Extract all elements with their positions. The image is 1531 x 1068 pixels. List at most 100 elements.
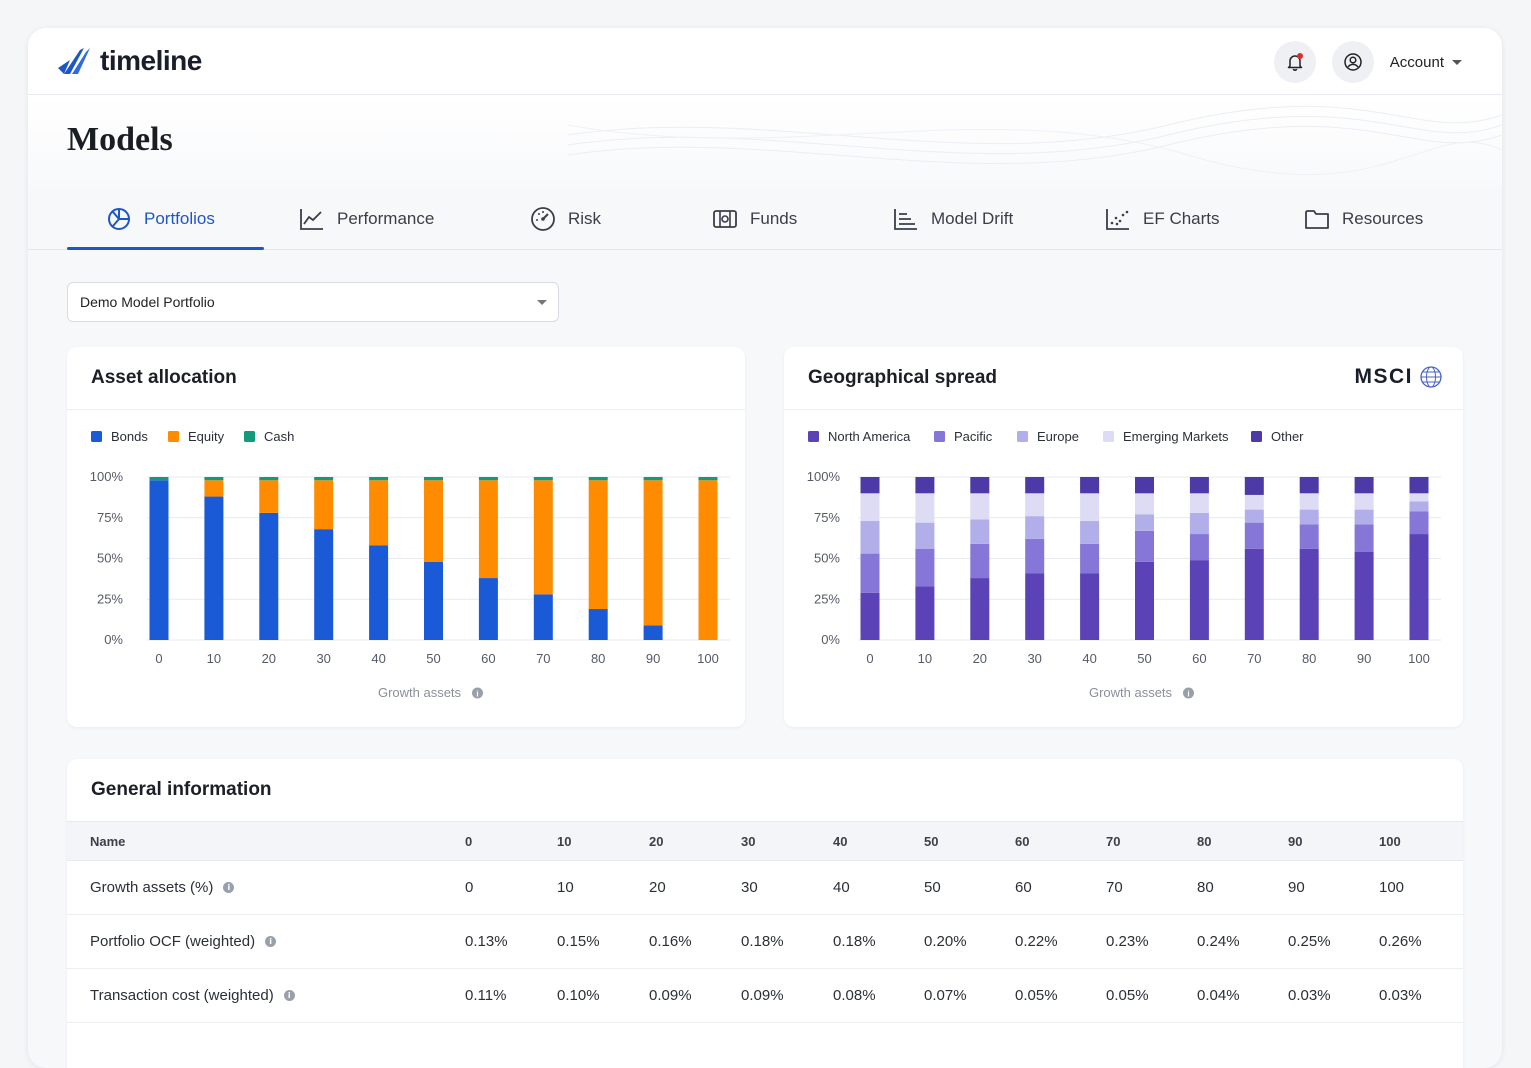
portfolio-select[interactable]: Demo Model Portfolio — [67, 282, 559, 322]
bar-segment-north-america[interactable] — [1354, 551, 1374, 640]
tab-model-drift[interactable]: Model Drift — [893, 187, 1013, 250]
bar-segment-other[interactable] — [1025, 477, 1045, 494]
bar-segment-north-america[interactable] — [915, 586, 935, 640]
bar-segment-emerging-markets[interactable] — [1025, 493, 1045, 517]
bar-segment-cash[interactable] — [149, 477, 169, 481]
bar-segment-north-america[interactable] — [1244, 548, 1264, 640]
bar-segment-bonds[interactable] — [588, 609, 608, 640]
bar-segment-bonds[interactable] — [314, 529, 334, 640]
bar-segment-bonds[interactable] — [149, 480, 169, 640]
bar-segment-cash[interactable] — [204, 477, 224, 481]
bar-segment-emerging-markets[interactable] — [1135, 493, 1154, 515]
bar-segment-equity[interactable] — [424, 480, 443, 562]
bar-segment-equity[interactable] — [588, 480, 608, 610]
tab-ef-charts[interactable]: EF Charts — [1105, 187, 1220, 250]
info-icon[interactable]: i — [1183, 687, 1194, 699]
bar-segment-pacific[interactable] — [1244, 522, 1264, 549]
bar-segment-equity[interactable] — [478, 480, 498, 579]
bar-segment-other[interactable] — [1189, 477, 1209, 494]
bar-segment-europe[interactable] — [1135, 514, 1154, 531]
tab-funds[interactable]: Funds — [712, 187, 797, 250]
bar-segment-cash[interactable] — [369, 477, 389, 481]
bar-segment-cash[interactable] — [533, 477, 553, 481]
bar-segment-pacific[interactable] — [915, 548, 935, 587]
tab-performance[interactable]: Performance — [299, 187, 434, 250]
info-icon[interactable]: i — [283, 990, 295, 1001]
bar-segment-cash[interactable] — [478, 477, 498, 481]
bar-segment-equity[interactable] — [533, 480, 553, 595]
bar-segment-pacific[interactable] — [1135, 530, 1154, 562]
profile-button[interactable] — [1331, 41, 1374, 83]
bar-segment-emerging-markets[interactable] — [970, 493, 990, 520]
bar-segment-other[interactable] — [1080, 477, 1100, 494]
bar-segment-north-america[interactable] — [970, 578, 990, 640]
legend-item-bonds[interactable]: Bonds — [91, 429, 148, 444]
bar-segment-emerging-markets[interactable] — [1189, 493, 1209, 513]
bar-segment-europe[interactable] — [970, 519, 990, 544]
bar-segment-north-america[interactable] — [1409, 534, 1429, 640]
bar-segment-europe[interactable] — [1244, 509, 1264, 523]
bar-segment-cash[interactable] — [698, 477, 718, 481]
bar-segment-emerging-markets[interactable] — [1354, 493, 1374, 510]
bar-segment-europe[interactable] — [915, 522, 935, 549]
bar-segment-pacific[interactable] — [970, 543, 990, 579]
bar-segment-cash[interactable] — [424, 477, 443, 481]
bar-segment-other[interactable] — [1244, 477, 1264, 495]
bar-segment-cash[interactable] — [314, 477, 334, 481]
legend-item-north-america[interactable]: North America — [808, 429, 911, 444]
bar-segment-other[interactable] — [970, 477, 990, 494]
bar-segment-equity[interactable] — [369, 480, 389, 546]
bar-segment-cash[interactable] — [259, 477, 279, 481]
bar-segment-other[interactable] — [915, 477, 935, 494]
bar-segment-bonds[interactable] — [643, 625, 663, 640]
bar-segment-other[interactable] — [1135, 477, 1154, 494]
legend-item-other[interactable]: Other — [1251, 429, 1304, 444]
bar-segment-emerging-markets[interactable] — [1080, 493, 1100, 522]
bar-segment-bonds[interactable] — [369, 545, 389, 640]
bar-segment-emerging-markets[interactable] — [860, 493, 880, 522]
bar-segment-north-america[interactable] — [1189, 560, 1209, 640]
bar-segment-europe[interactable] — [1409, 501, 1429, 512]
bar-segment-cash[interactable] — [643, 477, 663, 481]
bar-segment-emerging-markets[interactable] — [1244, 494, 1264, 510]
tab-resources[interactable]: Resources — [1304, 187, 1423, 250]
bar-segment-bonds[interactable] — [424, 561, 443, 640]
bar-segment-pacific[interactable] — [1189, 534, 1209, 561]
tab-portfolios[interactable]: Portfolios — [106, 187, 215, 250]
legend-item-equity[interactable]: Equity — [168, 429, 225, 444]
bar-segment-europe[interactable] — [1299, 509, 1319, 525]
bar-segment-pacific[interactable] — [1025, 538, 1045, 574]
bar-segment-equity[interactable] — [643, 480, 663, 626]
bar-segment-bonds[interactable] — [533, 594, 553, 640]
bar-segment-cash[interactable] — [588, 477, 608, 481]
bar-segment-other[interactable] — [1354, 477, 1374, 494]
bar-segment-other[interactable] — [1299, 477, 1319, 494]
bar-segment-equity[interactable] — [259, 480, 279, 513]
bar-segment-other[interactable] — [1409, 477, 1429, 494]
bar-segment-bonds[interactable] — [259, 512, 279, 640]
bar-segment-pacific[interactable] — [1409, 511, 1429, 535]
tab-risk[interactable]: Risk — [530, 187, 601, 250]
bar-segment-bonds[interactable] — [478, 578, 498, 640]
bar-segment-north-america[interactable] — [1025, 573, 1045, 640]
bar-segment-europe[interactable] — [1080, 521, 1100, 544]
bar-segment-emerging-markets[interactable] — [915, 493, 935, 523]
bar-segment-pacific[interactable] — [1299, 524, 1319, 549]
bar-segment-bonds[interactable] — [204, 496, 224, 640]
bar-segment-pacific[interactable] — [1080, 543, 1100, 574]
bar-segment-other[interactable] — [860, 477, 880, 494]
notifications-button[interactable] — [1273, 41, 1316, 83]
bar-segment-europe[interactable] — [1354, 509, 1374, 525]
legend-item-pacific[interactable]: Pacific — [934, 429, 993, 444]
bar-segment-north-america[interactable] — [1299, 548, 1319, 640]
legend-item-cash[interactable]: Cash — [244, 429, 294, 444]
bar-segment-north-america[interactable] — [1135, 561, 1154, 640]
bar-segment-north-america[interactable] — [860, 592, 880, 640]
info-icon[interactable]: i — [265, 936, 277, 947]
bar-segment-north-america[interactable] — [1080, 573, 1100, 640]
bar-segment-equity[interactable] — [314, 480, 334, 530]
bar-segment-pacific[interactable] — [1354, 524, 1374, 552]
bar-segment-europe[interactable] — [1025, 516, 1045, 539]
info-icon[interactable]: i — [472, 687, 483, 699]
bar-segment-pacific[interactable] — [860, 553, 880, 593]
